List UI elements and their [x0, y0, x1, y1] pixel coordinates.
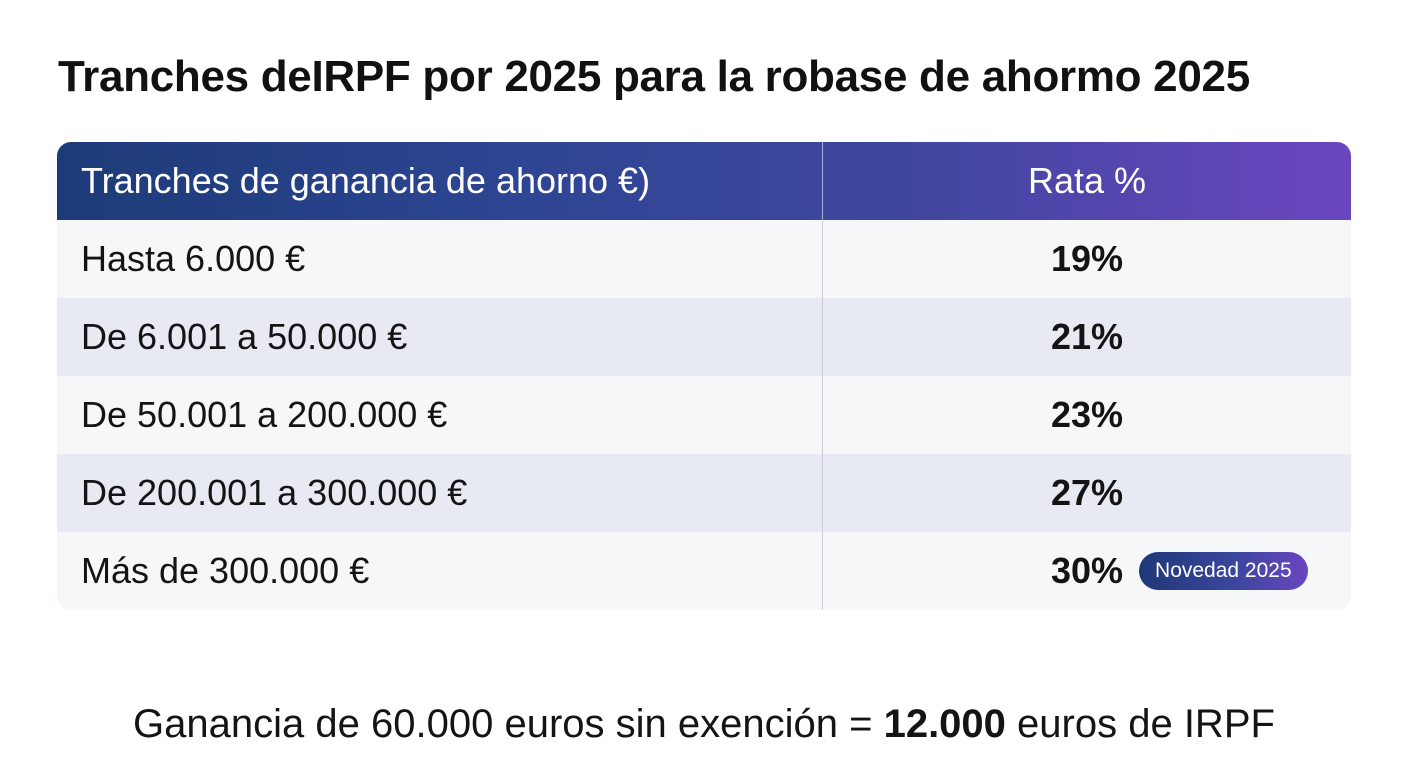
table-row: De 200.001 a 300.000 € 27% [57, 454, 1351, 532]
summary-text: Ganancia de 60.000 euros sin exención = … [0, 702, 1408, 747]
summary-suffix: euros de IRPF [1005, 702, 1275, 746]
table-row: Más de 300.000 € 30% Novedad 2025 [57, 532, 1351, 610]
table-row: De 6.001 a 50.000 € 21% [57, 298, 1351, 376]
rate-cell: 27% [823, 454, 1351, 532]
column-header-rate: Rata % [1027, 160, 1147, 201]
summary-prefix: Ganancia de 60.000 euros sin exención = [133, 702, 884, 746]
rate-value: 30% [1050, 550, 1124, 591]
tax-rate-table: Tranches de ganancia de ahorno €) Rata %… [57, 142, 1351, 610]
table-body: Hasta 6.000 € 19% De 6.001 a 50.000 € 21… [57, 220, 1351, 610]
rate-value: 19% [1050, 238, 1124, 279]
range-cell: Hasta 6.000 € [57, 220, 823, 298]
column-header-range: Tranches de ganancia de ahorno €) [57, 142, 823, 220]
summary-amount: 12.000 [883, 702, 1006, 746]
range-cell: De 50.001 a 200.000 € [57, 376, 823, 454]
page-title: Tranches deIRPF por 2025 para la robase … [58, 52, 1250, 101]
table-header: Tranches de ganancia de ahorno €) Rata % [57, 142, 1351, 220]
rate-value: 27% [1050, 472, 1124, 513]
table-row: De 50.001 a 200.000 € 23% [57, 376, 1351, 454]
rate-cell: 21% [823, 298, 1351, 376]
rate-cell: 19% [823, 220, 1351, 298]
rate-value: 21% [1050, 316, 1124, 357]
table-row: Hasta 6.000 € 19% [57, 220, 1351, 298]
rate-value: 23% [1050, 394, 1124, 435]
rate-cell: 30% Novedad 2025 [823, 532, 1351, 610]
range-cell: De 200.001 a 300.000 € [57, 454, 823, 532]
novedad-badge: Novedad 2025 [1139, 552, 1308, 590]
range-cell: De 6.001 a 50.000 € [57, 298, 823, 376]
rate-cell: 23% [823, 376, 1351, 454]
range-cell: Más de 300.000 € [57, 532, 823, 610]
